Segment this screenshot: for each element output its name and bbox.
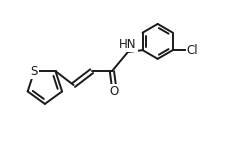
Text: S: S — [31, 65, 38, 78]
Text: O: O — [110, 85, 119, 98]
Text: HN: HN — [119, 38, 137, 51]
Text: Cl: Cl — [187, 44, 198, 57]
